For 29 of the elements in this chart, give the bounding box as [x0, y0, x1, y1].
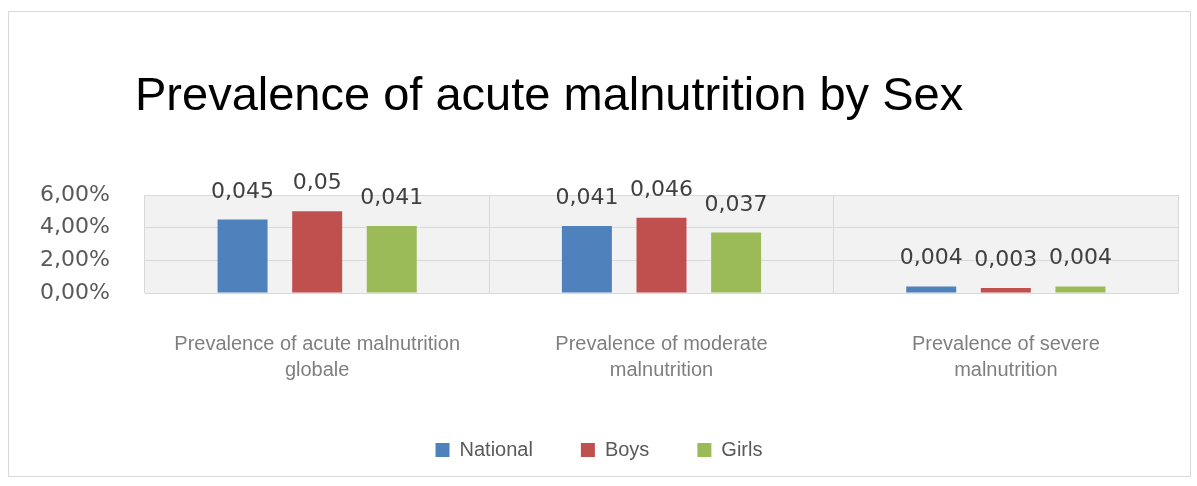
- bar: [217, 219, 268, 293]
- bar: [1055, 286, 1106, 293]
- bar: [711, 232, 762, 293]
- chart-title: Prevalence of acute malnutrition by Sex: [135, 67, 964, 120]
- data-label: 0,037: [704, 190, 768, 216]
- data-label: 0,046: [630, 175, 693, 201]
- data-label: 0,05: [292, 169, 342, 195]
- legend-label: National: [459, 437, 533, 460]
- data-label: 0,004: [899, 244, 963, 270]
- bar: [561, 226, 612, 293]
- bar: [906, 286, 957, 293]
- data-label: 0,041: [555, 184, 619, 210]
- x-tick-label: Prevalence of severe malnutrition: [911, 331, 1100, 380]
- data-label: 0,004: [1048, 244, 1112, 270]
- legend-label: Girls: [721, 437, 763, 460]
- y-tick-label: 2,00%: [40, 246, 110, 272]
- data-label: 0,003: [974, 246, 1038, 272]
- data-label: 0,041: [360, 184, 424, 210]
- bar: [980, 288, 1031, 293]
- data-label: 0,045: [211, 177, 275, 203]
- bar: [292, 211, 343, 293]
- x-tick-label: Prevalence of acute malnutrition globale: [174, 331, 461, 380]
- y-tick-label: 6,00%: [40, 180, 110, 206]
- bar: [366, 226, 417, 293]
- bar: [636, 217, 687, 293]
- legend-label: Boys: [604, 437, 650, 460]
- y-tick-label: 4,00%: [40, 213, 110, 239]
- x-tick-label: Prevalence of moderate malnutrition: [555, 331, 768, 380]
- y-tick-label: 0,00%: [40, 278, 110, 304]
